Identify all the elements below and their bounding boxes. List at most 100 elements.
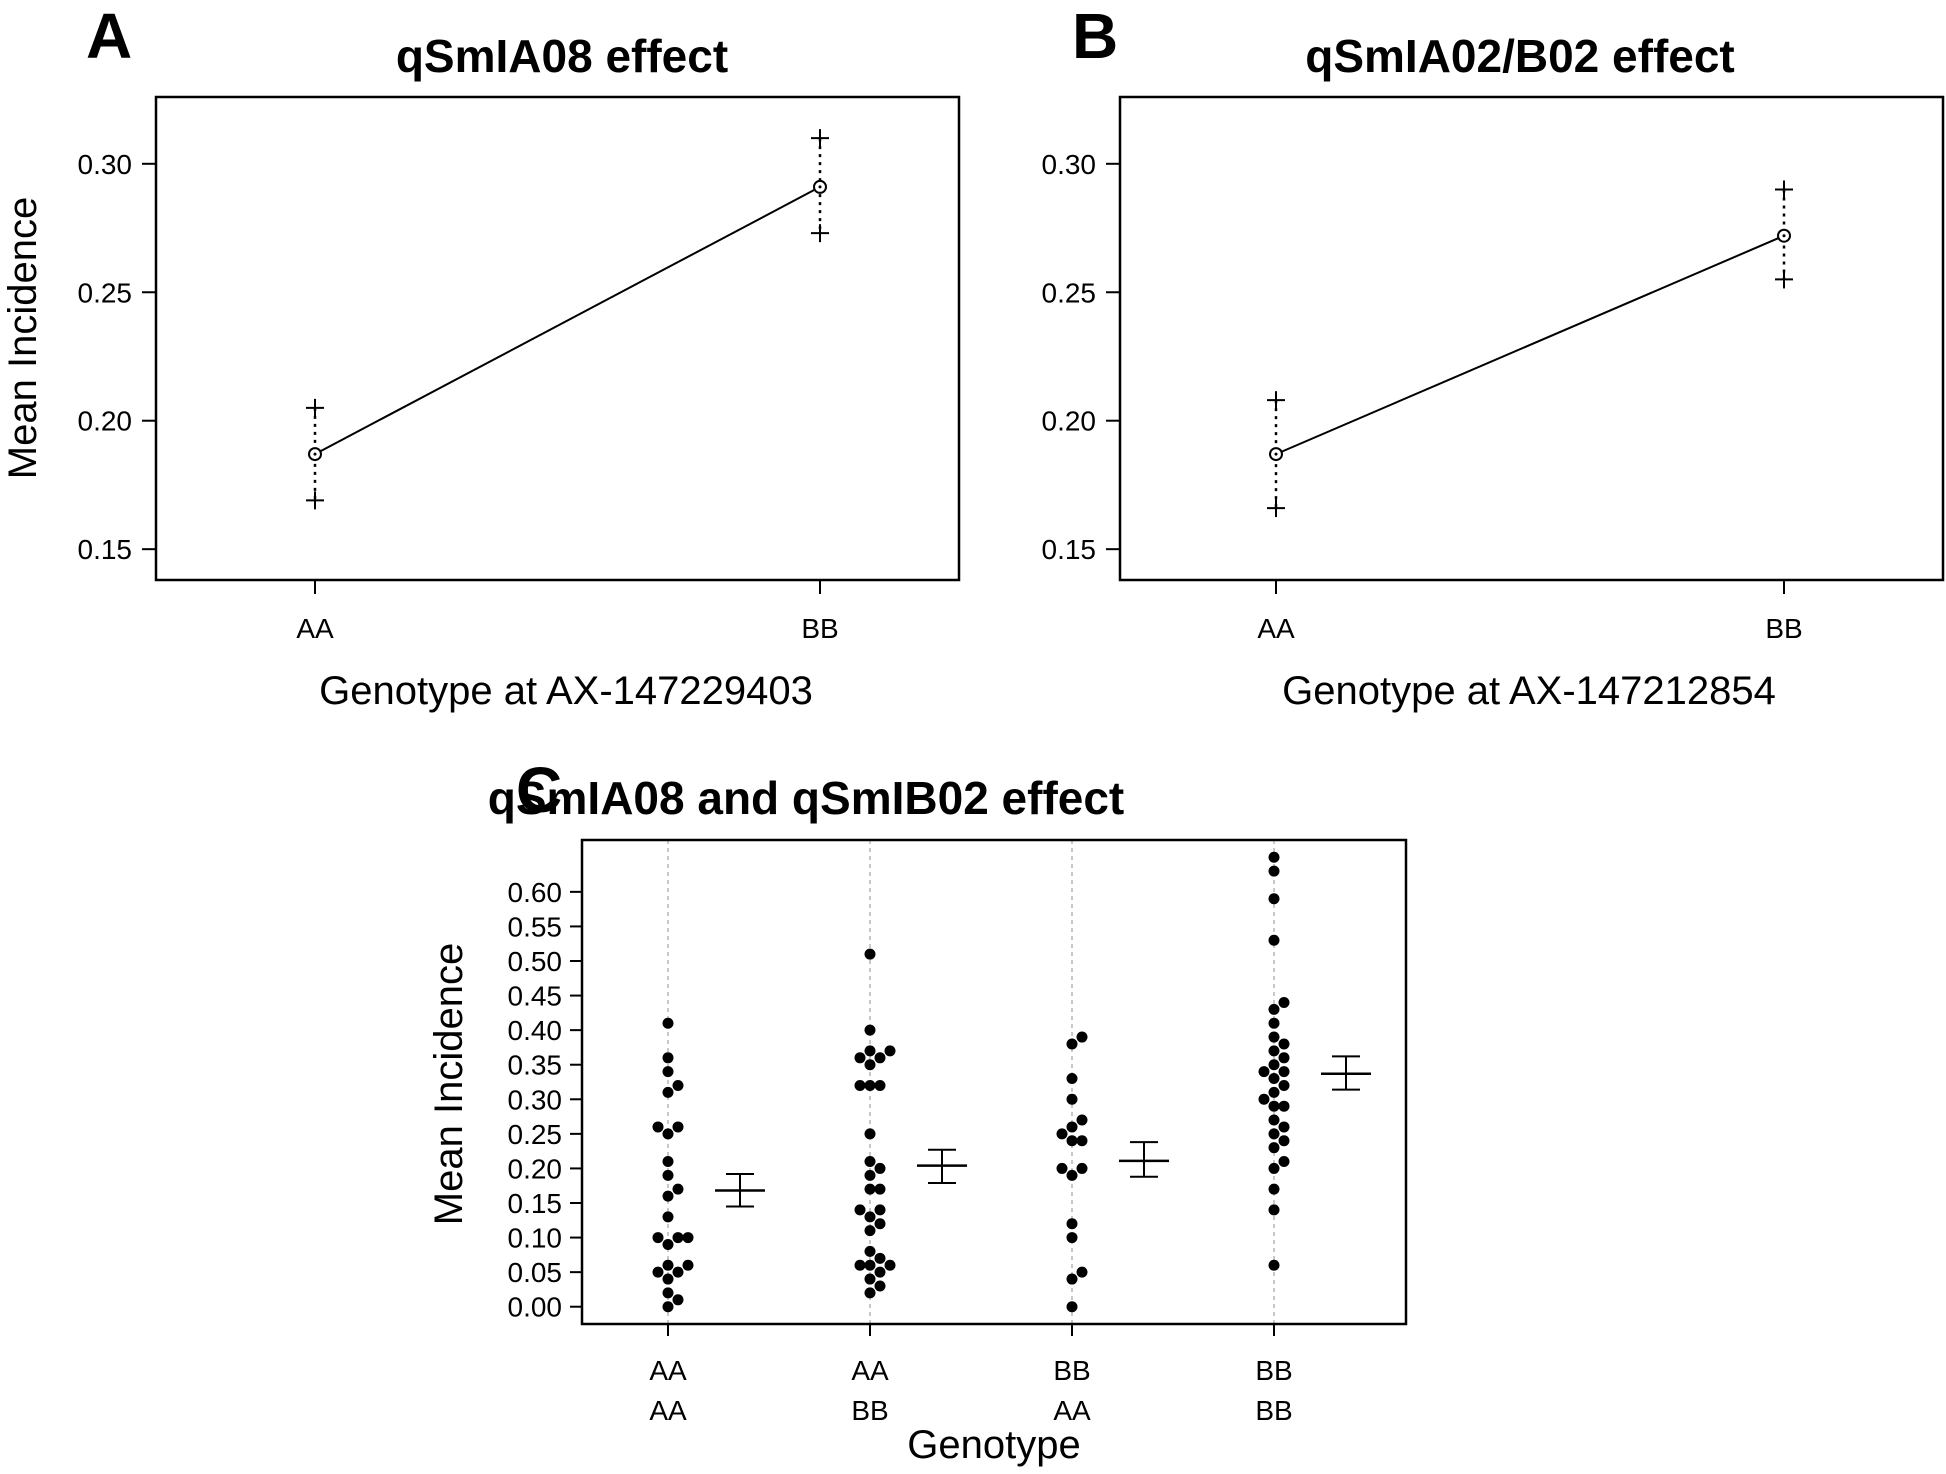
pc-data-point (662, 1211, 674, 1223)
pc-data-point (1066, 1038, 1078, 1050)
pc-data-point (1066, 1232, 1078, 1244)
pc-y-tick-label: 0.25 (508, 1119, 563, 1150)
pc-data-point (672, 1079, 684, 1091)
panel-b-plot-frame (1118, 95, 1945, 582)
pc-data-point (874, 1218, 886, 1230)
pc-data-point (1278, 1038, 1290, 1050)
panel-c-y-axis-label: Mean Incidence (427, 943, 471, 1225)
pc-data-point (854, 1259, 866, 1271)
panel-a-x-axis: AA BB (296, 580, 839, 644)
pc-y-tick-label: 0.60 (508, 877, 563, 908)
pc-data-point (874, 1280, 886, 1292)
pc-data-point (1278, 1121, 1290, 1133)
pc-data-point (1066, 1218, 1078, 1230)
pc-y-tick-label: 0.35 (508, 1050, 563, 1081)
pc-data-point (1268, 1086, 1280, 1098)
pc-data-point (874, 1204, 886, 1216)
pc-data-point (1268, 851, 1280, 863)
panel-c-plot-frame (580, 838, 1408, 1326)
pc-data-point (672, 1294, 684, 1306)
pc-data-point (1076, 1162, 1088, 1174)
pc-data-point (682, 1232, 694, 1244)
pc-data-point (864, 1259, 876, 1271)
pa-lower-plus (306, 491, 324, 510)
pc-data-point (652, 1266, 664, 1278)
panel-c-x-axis: AA AA AA BB BB AA BB BB (649, 1324, 1293, 1426)
panel-a-x-axis-label: Genotype at AX-147229403 (319, 669, 813, 713)
pc-data-point (1268, 865, 1280, 877)
pa-y-tick-label: 0.30 (78, 149, 133, 180)
pc-y-tick-label: 0.40 (508, 1015, 563, 1046)
pc-data-point (1278, 1079, 1290, 1091)
pc-data-point (662, 1017, 674, 1029)
pb-y-tick-label: 0.20 (1042, 406, 1097, 437)
pc-data-point (1278, 1135, 1290, 1147)
panel-a-title: qSmIA08 effect (396, 30, 728, 82)
pc-data-point (662, 1066, 674, 1078)
pc-data-point (1076, 1266, 1088, 1278)
pc-y-tick-label: 0.00 (508, 1292, 563, 1323)
pc-data-point (864, 1128, 876, 1140)
pc-data-point (854, 1052, 866, 1064)
pc-data-point (1076, 1031, 1088, 1043)
pc-data-point (662, 1238, 674, 1250)
pc-data-point (1268, 1114, 1280, 1126)
pc-data-point (864, 1211, 876, 1223)
panel-a-y-axis: 0.15 0.20 0.25 0.30 (78, 149, 157, 565)
pc-data-point (1278, 1066, 1290, 1078)
pc-data-point (1066, 1121, 1078, 1133)
pc-data-point (1076, 1135, 1088, 1147)
pc-data-point (884, 1259, 896, 1271)
pc-data-point (864, 1183, 876, 1195)
panel-b-title: qSmIA02/B02 effect (1305, 30, 1735, 82)
pb-mean-point-center (1274, 452, 1278, 456)
pa-upper-plus (811, 129, 829, 148)
pa-y-tick-label: 0.15 (78, 534, 133, 565)
pb-mean-point-center (1782, 234, 1786, 238)
pb-x-tick-label: AA (1257, 613, 1295, 644)
pc-data-point (874, 1079, 886, 1091)
pa-x-tick-label: BB (801, 613, 838, 644)
pc-data-point (1258, 1093, 1270, 1105)
pc-y-tick-label: 0.20 (508, 1153, 563, 1184)
panel-a: A qSmIA08 effect 0.15 0.20 0.25 0.30 AA BB M… (1, 0, 961, 713)
pc-data-point (864, 1169, 876, 1181)
pc-data-point (1268, 1183, 1280, 1195)
pc-x-tick-label-line2: AA (1053, 1395, 1091, 1426)
pc-data-point (1278, 996, 1290, 1008)
pb-lower-plus (1775, 270, 1793, 289)
pb-y-tick-label: 0.25 (1042, 277, 1097, 308)
panel-letter-a: A (86, 0, 132, 72)
panel-letter-c: C (516, 754, 562, 826)
pc-data-point (1268, 1073, 1280, 1085)
pc-data-point (1066, 1135, 1078, 1147)
pc-y-tick-label: 0.55 (508, 911, 563, 942)
pb-lower-plus (1267, 499, 1285, 518)
pc-data-point (1278, 1156, 1290, 1168)
pc-data-point (662, 1052, 674, 1064)
pc-data-point (864, 1059, 876, 1071)
pc-data-point (652, 1121, 664, 1133)
pc-x-tick-label-line1: AA (649, 1355, 687, 1386)
pa-mean-line (314, 186, 821, 455)
pc-y-tick-label: 0.30 (508, 1084, 563, 1115)
pc-data-point (864, 1045, 876, 1057)
pc-data-point (1268, 1100, 1280, 1112)
panel-b-x-axis-label: Genotype at AX-147212854 (1282, 669, 1776, 713)
pc-data-point (864, 948, 876, 960)
panel-c-y-axis: 0.00 0.050.10 0.15 0.200.25 0.300.35 0.400.45… (508, 877, 582, 1323)
pa-y-tick-label: 0.20 (78, 406, 133, 437)
pc-data-point (864, 1079, 876, 1091)
pc-data-point (1076, 1114, 1088, 1126)
pc-data-point (662, 1287, 674, 1299)
pc-data-point (1066, 1093, 1078, 1105)
pc-x-tick-label-line2: BB (1255, 1395, 1292, 1426)
pc-data-point (672, 1266, 684, 1278)
pc-x-tick-label-line1: AA (851, 1355, 889, 1386)
panel-c-title: qSmIA08 and qSmIB02 effect (488, 772, 1125, 824)
panel-b-x-axis: AA BB (1257, 580, 1803, 644)
pb-x-tick-label: BB (1765, 613, 1802, 644)
pc-data-point (874, 1266, 886, 1278)
pc-data-point (1258, 1066, 1270, 1078)
pc-data-point (662, 1273, 674, 1285)
